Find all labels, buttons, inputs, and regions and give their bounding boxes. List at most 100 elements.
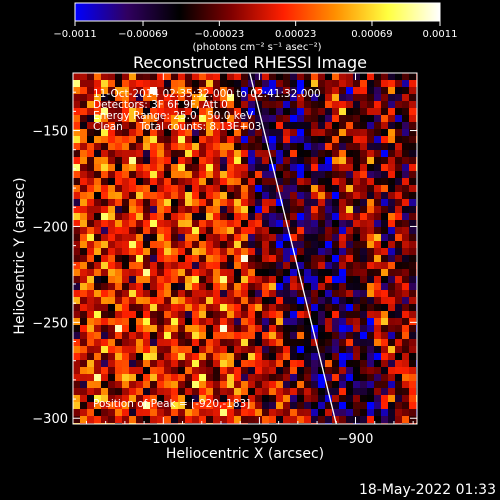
heatmap-cell	[185, 241, 193, 249]
heatmap-cell	[150, 171, 158, 179]
heatmap-cell	[171, 185, 179, 193]
heatmap-cell	[136, 332, 144, 340]
heatmap-cell	[332, 213, 340, 221]
heatmap-cell	[108, 206, 116, 214]
heatmap-cell	[353, 150, 361, 158]
colorbar-tick-label: 0.0011	[423, 29, 458, 40]
heatmap-cell	[381, 346, 389, 354]
heatmap-cell	[143, 409, 151, 417]
heatmap-cell	[374, 374, 382, 382]
heatmap-cell	[227, 150, 235, 158]
heatmap-cell	[276, 234, 284, 242]
heatmap-cell	[136, 143, 144, 151]
heatmap-cell	[94, 150, 102, 158]
heatmap-cell	[297, 283, 305, 291]
heatmap-cell	[234, 213, 242, 221]
heatmap-cell	[395, 346, 403, 354]
heatmap-cell	[381, 108, 389, 116]
heatmap-cell	[122, 332, 130, 340]
heatmap-cell	[346, 234, 354, 242]
heatmap-cell	[129, 171, 137, 179]
heatmap-cell	[171, 157, 179, 165]
heatmap-cell	[409, 353, 417, 361]
heatmap-cell	[150, 136, 158, 144]
heatmap-cell	[311, 192, 319, 200]
heatmap-cell	[178, 409, 186, 417]
heatmap-cell	[129, 122, 137, 130]
heatmap-cell	[108, 381, 116, 389]
heatmap-cell	[297, 101, 305, 109]
heatmap-cell	[185, 87, 193, 95]
heatmap-cell	[374, 346, 382, 354]
heatmap-cell	[94, 381, 102, 389]
heatmap-cell	[220, 234, 228, 242]
heatmap-cell	[157, 185, 165, 193]
heatmap-cell	[87, 101, 95, 109]
heatmap-cell	[136, 199, 144, 207]
heatmap-cell	[206, 381, 214, 389]
heatmap-cell	[367, 73, 375, 81]
heatmap-cell	[234, 360, 242, 368]
heatmap-cell	[136, 73, 144, 81]
heatmap-cell	[339, 108, 347, 116]
heatmap-cell	[346, 94, 354, 102]
heatmap-cell	[213, 402, 221, 410]
heatmap-cell	[325, 73, 333, 81]
heatmap-cell	[101, 101, 109, 109]
heatmap-cell	[346, 178, 354, 186]
heatmap-cell	[80, 157, 88, 165]
heatmap-cell	[164, 115, 172, 123]
heatmap-cell	[234, 297, 242, 305]
heatmap-cell	[164, 150, 172, 158]
heatmap-cell	[332, 276, 340, 284]
heatmap-cell	[115, 129, 123, 137]
heatmap-cell	[262, 185, 270, 193]
heatmap-cell	[248, 255, 256, 263]
heatmap-cell	[402, 185, 410, 193]
heatmap-cell	[108, 325, 116, 333]
heatmap-cell	[234, 101, 242, 109]
heatmap-cell	[80, 255, 88, 263]
heatmap-cell	[199, 157, 207, 165]
heatmap-cell	[115, 381, 123, 389]
heatmap-cell	[199, 108, 207, 116]
heatmap-cell	[381, 87, 389, 95]
heatmap-cell	[360, 101, 368, 109]
heatmap-cell	[283, 304, 291, 312]
heatmap-cell	[143, 262, 151, 270]
heatmap-cell	[136, 262, 144, 270]
heatmap-cell	[248, 192, 256, 200]
heatmap-cell	[199, 367, 207, 375]
heatmap-cell	[339, 143, 347, 151]
heatmap-cell	[290, 164, 298, 172]
heatmap-cell	[192, 80, 200, 88]
heatmap-cell	[304, 388, 312, 396]
heatmap-cell	[262, 73, 270, 81]
heatmap-cell	[283, 164, 291, 172]
heatmap-cell	[94, 157, 102, 165]
heatmap-cell	[108, 409, 116, 417]
heatmap-cell	[157, 262, 165, 270]
heatmap-cell	[325, 129, 333, 137]
heatmap-cell	[87, 129, 95, 137]
heatmap-cell	[402, 150, 410, 158]
heatmap-cell	[367, 402, 375, 410]
heatmap-cell	[269, 136, 277, 144]
heatmap-cell	[381, 311, 389, 319]
heatmap-cell	[311, 206, 319, 214]
heatmap-cell	[150, 199, 158, 207]
heatmap-cell	[199, 360, 207, 368]
heatmap-cell	[129, 227, 137, 235]
heatmap-cell	[129, 374, 137, 382]
heatmap-cell	[290, 213, 298, 221]
heatmap-cell	[164, 283, 172, 291]
heatmap-cell	[304, 276, 312, 284]
heatmap-cell	[80, 73, 88, 81]
heatmap-cell	[87, 241, 95, 249]
heatmap-cell	[157, 311, 165, 319]
heatmap-cell	[171, 269, 179, 277]
heatmap-cell	[220, 178, 228, 186]
heatmap-cell	[220, 360, 228, 368]
heatmap-cell	[353, 206, 361, 214]
heatmap-cell	[94, 80, 102, 88]
